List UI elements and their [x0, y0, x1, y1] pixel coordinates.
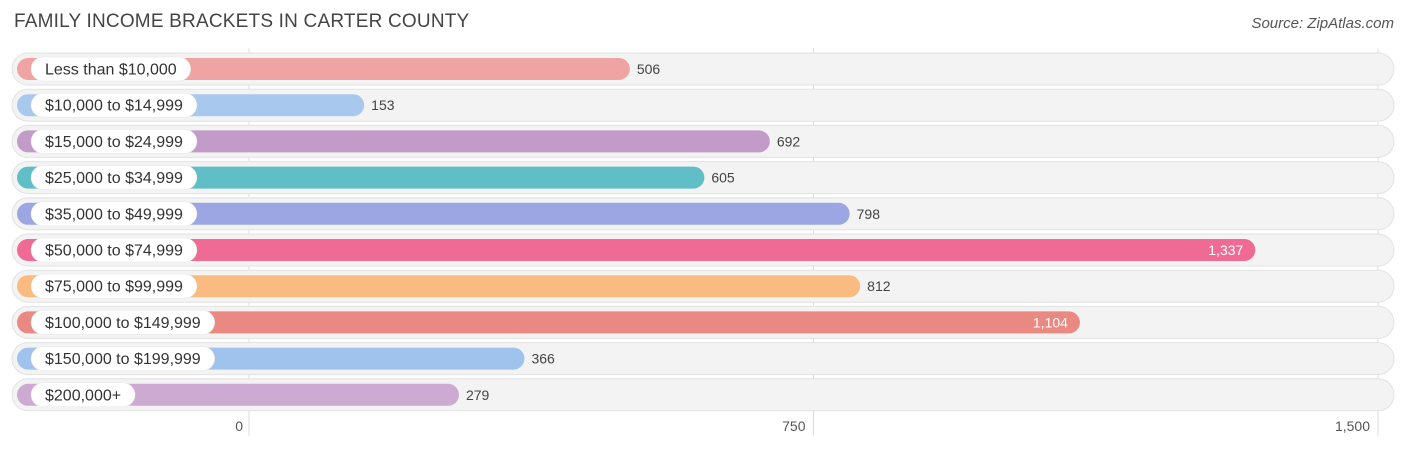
bar-4 — [17, 202, 850, 225]
value-label: 366 — [531, 351, 555, 367]
value-label: 1,337 — [1208, 242, 1243, 258]
value-label: 692 — [777, 133, 801, 149]
tick-label: 0 — [235, 418, 243, 434]
category-label: $10,000 to $14,999 — [45, 98, 183, 115]
category-pill — [30, 273, 198, 299]
chart-title: FAMILY INCOME BRACKETS IN CARTER COUNTY — [14, 11, 470, 32]
category-label: $75,000 to $99,999 — [45, 279, 183, 296]
category-label: $100,000 to $149,999 — [45, 315, 201, 332]
bar-2 — [17, 130, 770, 153]
bar-7 — [17, 311, 1080, 334]
bar-6 — [17, 275, 861, 298]
bar-5 — [17, 239, 1256, 261]
value-label: 279 — [466, 387, 490, 403]
category-pill — [30, 310, 215, 335]
category-pill — [30, 346, 215, 371]
tick-label: 1,500 — [1335, 418, 1370, 434]
value-label: 812 — [867, 278, 891, 294]
category-label: $25,000 to $34,999 — [45, 170, 183, 187]
category-label: $35,000 to $49,999 — [45, 206, 183, 223]
category-pill — [30, 129, 198, 154]
category-pill — [30, 237, 198, 263]
value-label: 798 — [857, 206, 881, 222]
category-label: $15,000 to $24,999 — [45, 134, 183, 151]
category-label: $200,000+ — [45, 387, 121, 404]
category-label: $150,000 to $199,999 — [45, 351, 201, 368]
category-pill — [30, 165, 198, 190]
source-credit: Source: ZipAtlas.com — [1251, 15, 1394, 32]
value-label: 506 — [637, 61, 661, 77]
tick-label: 750 — [782, 418, 806, 434]
category-label: Less than $10,000 — [45, 62, 177, 79]
category-pill — [30, 382, 136, 408]
value-label: 605 — [711, 170, 735, 186]
category-pill — [30, 56, 191, 82]
value-label: 153 — [371, 97, 395, 113]
value-label: 1,104 — [1033, 314, 1068, 330]
category-pill — [30, 201, 198, 227]
category-label: $50,000 to $74,999 — [45, 243, 183, 260]
category-pill — [30, 92, 198, 118]
